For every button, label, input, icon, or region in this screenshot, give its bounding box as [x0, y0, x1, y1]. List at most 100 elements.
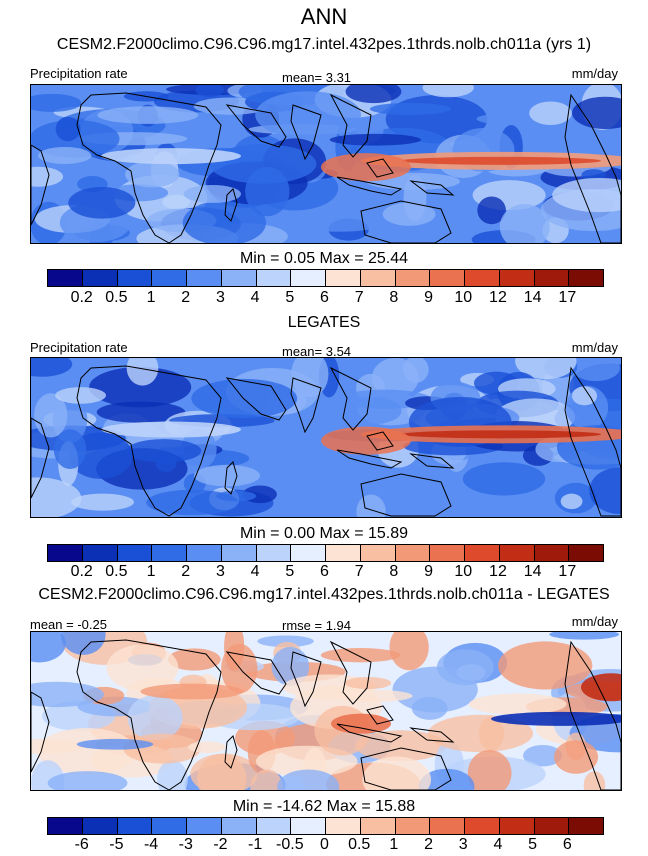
colorbar-swatch	[152, 818, 187, 834]
colorbar-swatch	[465, 270, 500, 286]
colorbar-swatch	[326, 545, 361, 561]
panel2-minmax: Min = 0.00 Max = 15.89	[239, 525, 409, 542]
colorbar-tick-label: -5	[109, 836, 124, 853]
panel1-variable-label: Precipitation rate	[30, 66, 128, 81]
colorbar-tick-label: 12	[489, 563, 507, 580]
colorbar-tick-label: 0.2	[70, 563, 93, 580]
colorbar-swatch	[395, 818, 431, 834]
colorbar-swatch	[499, 545, 535, 561]
colorbar-swatch	[256, 270, 292, 286]
colorbar-swatch	[48, 818, 83, 834]
colorbar-swatch	[117, 545, 153, 561]
colorbar-tick-label: 7	[354, 563, 364, 580]
colorbar-tick-label: 8	[389, 563, 399, 580]
figure-title: ANN	[300, 4, 348, 29]
panel1-colorbar	[47, 269, 604, 287]
panel2-mean-label: mean= 3.54	[282, 344, 352, 359]
colorbar-tick-label: 9	[424, 289, 434, 306]
colorbar-swatch	[291, 270, 326, 286]
colorbar-swatch	[82, 545, 118, 561]
panel3-minmax: Min = -14.62 Max = 15.88	[232, 798, 416, 815]
colorbar-swatch	[569, 818, 603, 834]
panel2-colorbar-ticks: 0.2 0.5 1 2 3 4 5 6 7 8 9 10 12 14 17	[47, 563, 602, 583]
panel2-title: LEGATES	[287, 314, 361, 331]
colorbar-tick-label: 7	[354, 289, 364, 306]
colorbar-tick-label: -4	[143, 836, 159, 853]
colorbar-tick-label: 8	[389, 289, 399, 306]
colorbar-swatch	[534, 818, 570, 834]
colorbar-tick-label: 2	[181, 289, 191, 306]
colorbar-swatch	[465, 545, 500, 561]
colorbar-tick-label: 5	[528, 836, 538, 853]
colorbar-tick-label: 2	[424, 836, 434, 853]
colorbar-tick-label: 0	[320, 836, 329, 853]
colorbar-swatch	[82, 270, 118, 286]
colorbar-tick-label: 17	[558, 289, 577, 306]
colorbar-tick-label: 17	[558, 563, 577, 580]
colorbar-swatch	[534, 270, 570, 286]
colorbar-swatch	[117, 818, 153, 834]
colorbar-tick-label: 2	[181, 563, 191, 580]
colorbar-swatch	[291, 545, 326, 561]
colorbar-swatch	[291, 818, 326, 834]
colorbar-tick-label: 0.2	[70, 289, 93, 306]
panel2-variable-label: Precipitation rate	[30, 340, 128, 355]
panel1-precip-map	[30, 84, 622, 244]
colorbar-tick-label: 5	[285, 289, 295, 306]
colorbar-tick-label: 1	[389, 836, 399, 853]
colorbar-tick-label: 5	[285, 563, 295, 580]
colorbar-swatch	[395, 545, 431, 561]
panel3-mean-label: mean = -0.25	[30, 617, 107, 632]
colorbar-swatch	[360, 818, 396, 834]
colorbar-tick-label: 14	[523, 289, 542, 306]
colorbar-swatch	[326, 818, 361, 834]
colorbar-tick-label: 14	[523, 563, 542, 580]
colorbar-swatch	[187, 818, 222, 834]
colorbar-tick-label: 1	[146, 563, 156, 580]
colorbar-swatch	[187, 270, 222, 286]
colorbar-tick-label: -3	[178, 836, 193, 853]
panel3-colorbar	[47, 817, 604, 835]
colorbar-swatch	[48, 270, 83, 286]
colorbar-tick-label: 9	[424, 563, 434, 580]
panel1-minmax: Min = 0.05 Max = 25.44	[239, 250, 409, 267]
panel1-title: CESM2.F2000climo.C96.C96.mg17.intel.432p…	[56, 36, 592, 53]
colorbar-tick-label: 4	[493, 836, 503, 853]
colorbar-tick-label: -0.5	[276, 836, 304, 853]
colorbar-swatch	[221, 818, 257, 834]
colorbar-tick-label: 6	[562, 836, 572, 853]
colorbar-swatch	[499, 818, 535, 834]
colorbar-swatch	[569, 270, 603, 286]
colorbar-swatch	[360, 545, 396, 561]
colorbar-swatch	[82, 818, 118, 834]
colorbar-tick-label: 10	[454, 563, 473, 580]
colorbar-tick-label: 6	[320, 563, 329, 580]
colorbar-swatch	[534, 545, 570, 561]
colorbar-swatch	[117, 270, 153, 286]
colorbar-tick-label: 6	[320, 289, 329, 306]
panel3-rmse-label: rmse = 1.94	[282, 618, 352, 633]
colorbar-tick-label: 10	[454, 289, 473, 306]
colorbar-swatch	[499, 270, 535, 286]
colorbar-tick-label: 3	[215, 563, 225, 580]
colorbar-swatch	[48, 545, 83, 561]
colorbar-swatch	[221, 545, 257, 561]
colorbar-swatch	[187, 545, 222, 561]
colorbar-tick-label: 1	[146, 289, 156, 306]
colorbar-tick-label: 0.5	[348, 836, 371, 853]
colorbar-tick-label: 4	[250, 563, 260, 580]
colorbar-swatch	[395, 270, 431, 286]
colorbar-swatch	[221, 270, 257, 286]
colorbar-swatch	[360, 270, 396, 286]
panel1-colorbar-ticks: 0.2 0.5 1 2 3 4 5 6 7 8 9 10 12 14 17	[47, 289, 602, 309]
colorbar-tick-label: 4	[250, 289, 260, 306]
colorbar-swatch	[152, 270, 187, 286]
panel1-mean-label: mean= 3.31	[282, 70, 352, 85]
colorbar-tick-label: 3	[458, 836, 468, 853]
colorbar-swatch	[152, 545, 187, 561]
colorbar-swatch	[430, 270, 465, 286]
panel2-precip-map	[30, 357, 622, 518]
colorbar-tick-label: -6	[74, 836, 89, 853]
colorbar-swatch	[430, 545, 465, 561]
colorbar-tick-label: 3	[215, 289, 225, 306]
